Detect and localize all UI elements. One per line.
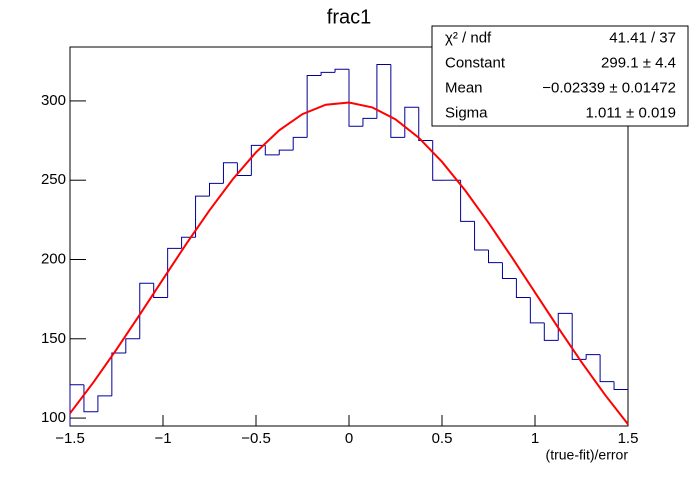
histogram-bin: [264, 145, 280, 156]
histogram-bin: [474, 221, 489, 251]
histogram-bin: [460, 180, 475, 222]
histogram-bin: [599, 354, 615, 383]
histogram-bin: [222, 162, 238, 184]
histogram-bin: [543, 322, 559, 341]
stats-label: Constant: [445, 54, 506, 71]
x-tick-label: −0.5: [241, 430, 271, 447]
histogram-bin: [432, 140, 447, 181]
histogram-bin: [250, 144, 266, 176]
y-tick-label: 300: [41, 92, 66, 109]
histogram-bin: [209, 182, 224, 197]
histogram-bin: [320, 71, 336, 76]
histogram-bin: [97, 395, 112, 412]
histogram-bin: [139, 282, 154, 339]
histogram-bin: [292, 136, 308, 151]
histogram-bin: [278, 149, 294, 155]
y-tick-label: 200: [41, 250, 66, 267]
x-tick-label: −1: [154, 430, 171, 447]
histogram-bin: [501, 262, 517, 280]
histogram-bin: [529, 297, 545, 324]
histogram-bin: [488, 249, 503, 264]
histogram-bin: [167, 247, 182, 298]
stats-label: Sigma: [445, 104, 488, 121]
stats-value: −0.02339 ± 0.01472: [542, 79, 676, 96]
histogram-bin: [195, 195, 210, 238]
y-tick-label: 150: [41, 330, 66, 347]
histogram-bin: [418, 107, 433, 142]
histogram-bin: [125, 338, 140, 354]
histogram-bin: [334, 68, 349, 73]
y-tick-label: 250: [41, 171, 66, 188]
histogram-bin: [376, 63, 391, 119]
stats-label: Mean: [445, 79, 483, 96]
histogram-bin: [571, 313, 587, 360]
x-tick-label: 0: [345, 430, 353, 447]
histogram-bin: [153, 283, 168, 299]
histogram-bin: [236, 162, 252, 176]
stats-value: 41.41 / 37: [609, 29, 676, 46]
stats-box: [431, 25, 689, 127]
fit-curve: [69, 101, 629, 425]
y-tick-label: 100: [41, 409, 66, 426]
x-tick-label: 0.5: [432, 430, 453, 447]
histogram-bin: [362, 117, 377, 127]
stats-value: 1.011 ± 0.019: [585, 104, 676, 121]
histogram-bin: [557, 312, 573, 341]
x-axis-label: (true-fit)/error: [546, 447, 629, 463]
histogram-bin: [348, 69, 363, 127]
x-tick-label: −1.5: [55, 430, 85, 447]
x-tick-label: 1.5: [618, 430, 639, 447]
histogram-bin: [306, 75, 322, 138]
histogram-bin: [613, 381, 628, 391]
chart-title: frac1: [327, 6, 371, 28]
stats-label: χ² / ndf: [445, 29, 492, 46]
histogram-bin: [585, 354, 601, 360]
histogram-bin: [390, 64, 405, 138]
histogram-bin: [111, 352, 126, 396]
x-tick-label: 1: [531, 430, 539, 447]
histogram-bin: [515, 278, 531, 299]
stats-value: 299.1 ± 4.4: [601, 54, 676, 71]
